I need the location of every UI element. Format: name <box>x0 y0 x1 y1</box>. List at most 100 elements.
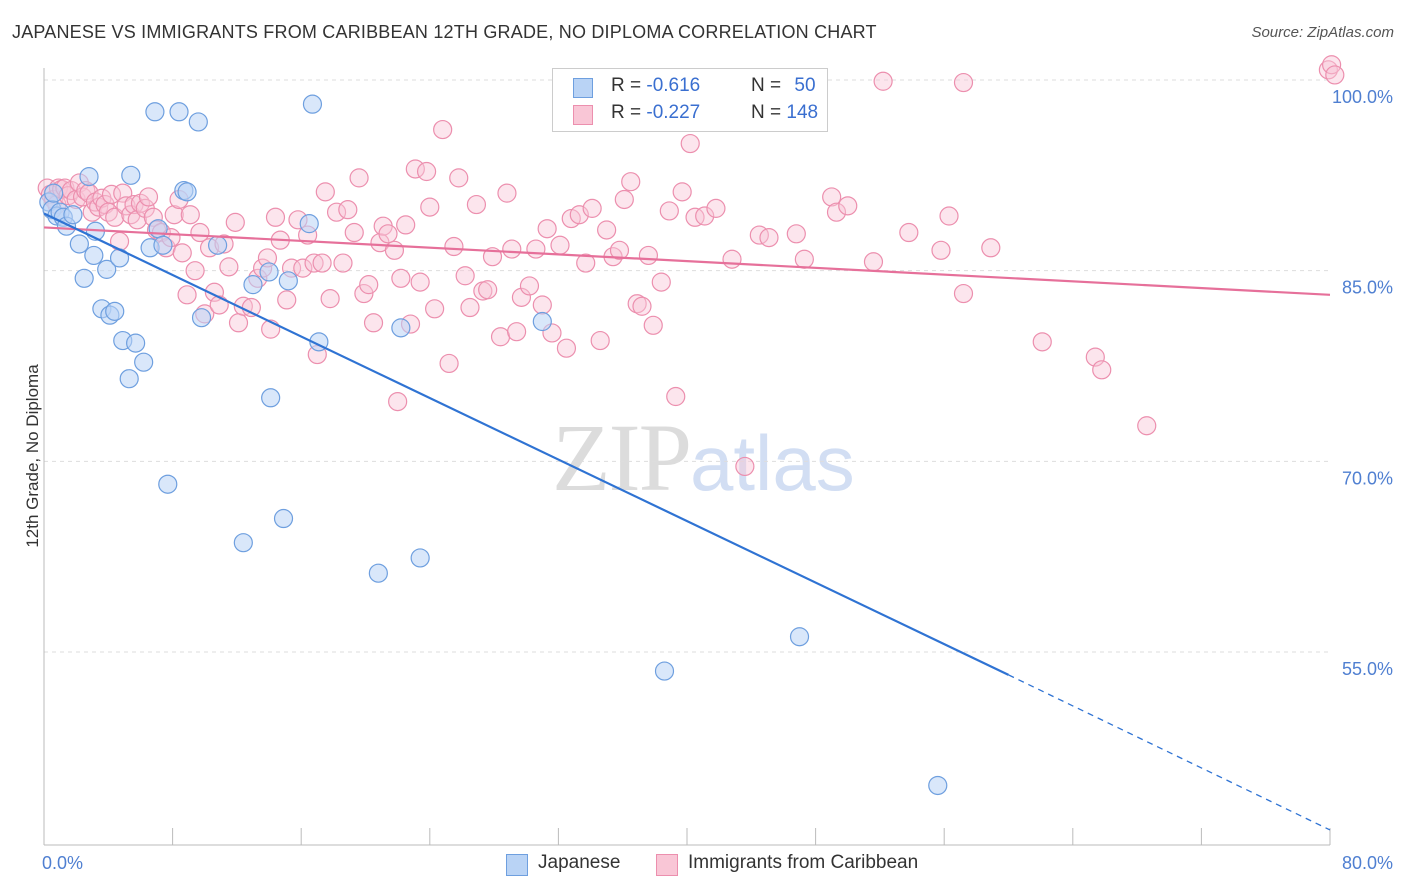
point-caribbean <box>388 391 408 412</box>
point-japanese <box>105 301 125 321</box>
point-japanese <box>97 259 117 279</box>
point-japanese <box>243 275 263 295</box>
point-caribbean <box>460 297 480 318</box>
point-caribbean <box>672 182 692 202</box>
point-caribbean <box>556 338 577 358</box>
trend-line-caribbean <box>43 226 1331 296</box>
point-caribbean <box>164 205 184 225</box>
point-caribbean <box>497 183 517 203</box>
point-japanese <box>532 311 552 332</box>
point-japanese <box>789 627 810 647</box>
point-caribbean <box>939 206 959 226</box>
point-japanese <box>169 102 189 122</box>
watermark-atlas: atlas <box>690 419 855 507</box>
point-japanese <box>134 352 154 372</box>
point-caribbean <box>344 222 364 243</box>
stats-legend: R = -0.616 N = 50 R = -0.227 N = 148 <box>552 68 828 132</box>
point-caribbean <box>127 210 147 230</box>
point-caribbean <box>209 295 229 315</box>
point-japanese <box>259 262 279 282</box>
point-caribbean <box>228 313 249 333</box>
point-caribbean <box>439 353 459 374</box>
point-japanese <box>119 369 139 389</box>
point-japanese <box>79 167 99 187</box>
y-axis-label: 12th Grade, No Diploma <box>23 364 42 548</box>
point-caribbean <box>405 159 425 179</box>
point-caribbean <box>873 71 893 91</box>
point-japanese <box>928 775 948 796</box>
point-caribbean <box>172 243 192 263</box>
point-caribbean <box>659 201 679 221</box>
bottom-legend-swatch-japanese <box>506 854 528 876</box>
trend-lines <box>43 212 1331 831</box>
point-caribbean <box>338 200 358 220</box>
point-caribbean <box>931 240 951 260</box>
point-japanese <box>126 333 146 353</box>
point-caribbean <box>1092 360 1112 380</box>
point-japanese <box>74 268 94 288</box>
point-caribbean <box>225 212 245 232</box>
point-japanese <box>153 235 173 255</box>
point-japanese <box>188 112 208 132</box>
point-caribbean <box>384 240 405 260</box>
point-caribbean <box>666 386 686 407</box>
x-axis-tick-labels: 0.0% 80.0% <box>42 853 1393 873</box>
point-caribbean <box>863 252 884 272</box>
point-japanese <box>158 474 178 494</box>
point-caribbean <box>597 220 617 240</box>
trend-line-japanese <box>43 212 1009 676</box>
point-caribbean <box>444 236 464 257</box>
point-caribbean <box>953 283 974 304</box>
point-japanese <box>299 214 319 234</box>
point-caribbean <box>680 133 700 154</box>
point-caribbean <box>981 238 1001 258</box>
point-caribbean <box>293 258 313 278</box>
point-caribbean <box>706 198 726 218</box>
point-caribbean <box>632 296 652 316</box>
x-tick-label: 0.0% <box>42 853 83 873</box>
point-caribbean <box>466 194 487 215</box>
point-caribbean <box>315 182 335 202</box>
point-caribbean <box>455 266 475 286</box>
bottom-legend-swatch-caribbean <box>656 854 678 876</box>
point-japanese <box>148 219 168 239</box>
point-caribbean <box>113 183 133 203</box>
y-axis-tick-labels: 100.0% 85.0% 70.0% 55.0% <box>1332 87 1393 679</box>
point-caribbean <box>786 224 806 244</box>
point-japanese <box>145 102 165 122</box>
point-caribbean <box>502 239 522 259</box>
legend-n-label-caribbean: N = <box>751 102 787 123</box>
point-caribbean <box>1325 65 1345 85</box>
point-caribbean <box>838 196 858 216</box>
point-caribbean <box>396 215 416 235</box>
point-japanese <box>44 183 64 203</box>
watermark: ZIPatlas <box>552 402 855 513</box>
point-caribbean <box>304 253 324 273</box>
legend-r-label-japanese: R = <box>611 75 647 96</box>
point-japanese <box>177 182 197 202</box>
point-caribbean <box>899 222 919 243</box>
bottom-legend-label-japanese: Japanese <box>538 852 621 873</box>
point-caribbean <box>526 239 546 259</box>
x-tick-label: 80.0% <box>1342 853 1393 873</box>
bottom-legend-label-caribbean: Immigrants from Caribbean <box>688 852 919 873</box>
point-caribbean <box>190 222 210 243</box>
point-caribbean <box>651 272 671 292</box>
point-caribbean <box>185 261 205 281</box>
point-caribbean <box>416 161 437 182</box>
point-caribbean <box>180 205 200 225</box>
y-tick-label: 55.0% <box>1342 659 1393 679</box>
legend-n-label-japanese: N = <box>751 75 787 96</box>
point-caribbean <box>735 456 755 477</box>
point-caribbean <box>685 207 705 227</box>
point-caribbean <box>177 285 197 305</box>
point-caribbean <box>953 72 974 93</box>
point-caribbean <box>550 235 570 255</box>
legend-n-value-caribbean: 148 <box>786 102 819 123</box>
point-caribbean <box>490 327 511 347</box>
point-caribbean <box>410 272 430 292</box>
point-caribbean <box>621 172 641 192</box>
point-caribbean <box>582 198 602 218</box>
grid-lines <box>44 79 1330 653</box>
legend-n-value-japanese: 50 <box>794 75 816 96</box>
